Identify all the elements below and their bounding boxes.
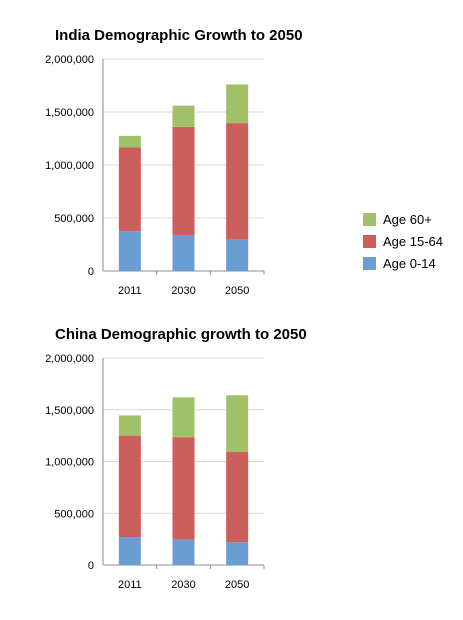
- india-y-tick-label: 500,000: [54, 213, 94, 225]
- india-x-tick-label: 2011: [118, 285, 142, 297]
- india-bar-2011-age-15-64: [118, 147, 141, 232]
- legend-swatch: [363, 213, 376, 226]
- legend-label: Age 60+: [383, 212, 432, 227]
- china-bar-2011-age-60-: [118, 415, 141, 436]
- china-chart: China Demographic growth to 2050 0 500,00…: [45, 326, 307, 591]
- india-x-tick-label: 2050: [225, 285, 249, 297]
- china-bar-2030-age-60-: [172, 397, 195, 438]
- china-bar-2011-age-15-64: [118, 435, 141, 538]
- legend-swatch: [363, 257, 376, 270]
- india-y-tick-label: 1,500,000: [45, 107, 94, 119]
- india-bar-2011-age-0-14: [118, 231, 141, 271]
- legend: Age 60+ Age 15-64 Age 0-14: [363, 212, 443, 271]
- india-y-tick-label: 1,000,000: [45, 160, 94, 172]
- india-x-tick-label: 2030: [171, 285, 195, 297]
- china-bar-2050-age-0-14: [226, 542, 249, 565]
- legend-label: Age 0-14: [383, 256, 436, 271]
- india-bar-2050-age-15-64: [226, 123, 249, 240]
- china-bar-2030-age-0-14: [172, 539, 195, 565]
- china-bar-2011-age-0-14: [118, 537, 141, 565]
- china-x-tick-label: 2030: [171, 579, 195, 591]
- china-chart-title: China Demographic growth to 2050: [55, 326, 307, 343]
- india-bar-2030-age-0-14: [172, 234, 195, 271]
- china-y-tick-label: 2,000,000: [45, 353, 94, 365]
- china-bar-2050-age-15-64: [226, 451, 249, 543]
- india-bar-2050-age-0-14: [226, 239, 249, 271]
- india-bar-2030-age-15-64: [172, 126, 195, 235]
- china-bar-2030-age-15-64: [172, 437, 195, 540]
- india-chart: India Demographic Growth to 2050 0 500,00…: [45, 27, 302, 297]
- india-y-tick-label: 0: [88, 266, 94, 278]
- india-y-tick-label: 2,000,000: [45, 54, 94, 66]
- india-bar-2011-age-60-: [118, 135, 141, 148]
- legend-label: Age 15-64: [383, 234, 443, 249]
- legend-swatch: [363, 235, 376, 248]
- china-x-tick-label: 2050: [225, 579, 249, 591]
- china-y-tick-label: 1,500,000: [45, 405, 94, 417]
- china-bar-2050-age-60-: [226, 395, 249, 452]
- china-y-tick-label: 500,000: [54, 508, 94, 520]
- china-y-tick-label: 0: [88, 560, 94, 572]
- india-bar-2050-age-60-: [226, 84, 249, 124]
- india-chart-title: India Demographic Growth to 2050: [55, 27, 303, 44]
- china-y-tick-label: 1,000,000: [45, 457, 94, 469]
- india-bar-2030-age-60-: [172, 105, 195, 127]
- china-x-tick-label: 2011: [118, 579, 142, 591]
